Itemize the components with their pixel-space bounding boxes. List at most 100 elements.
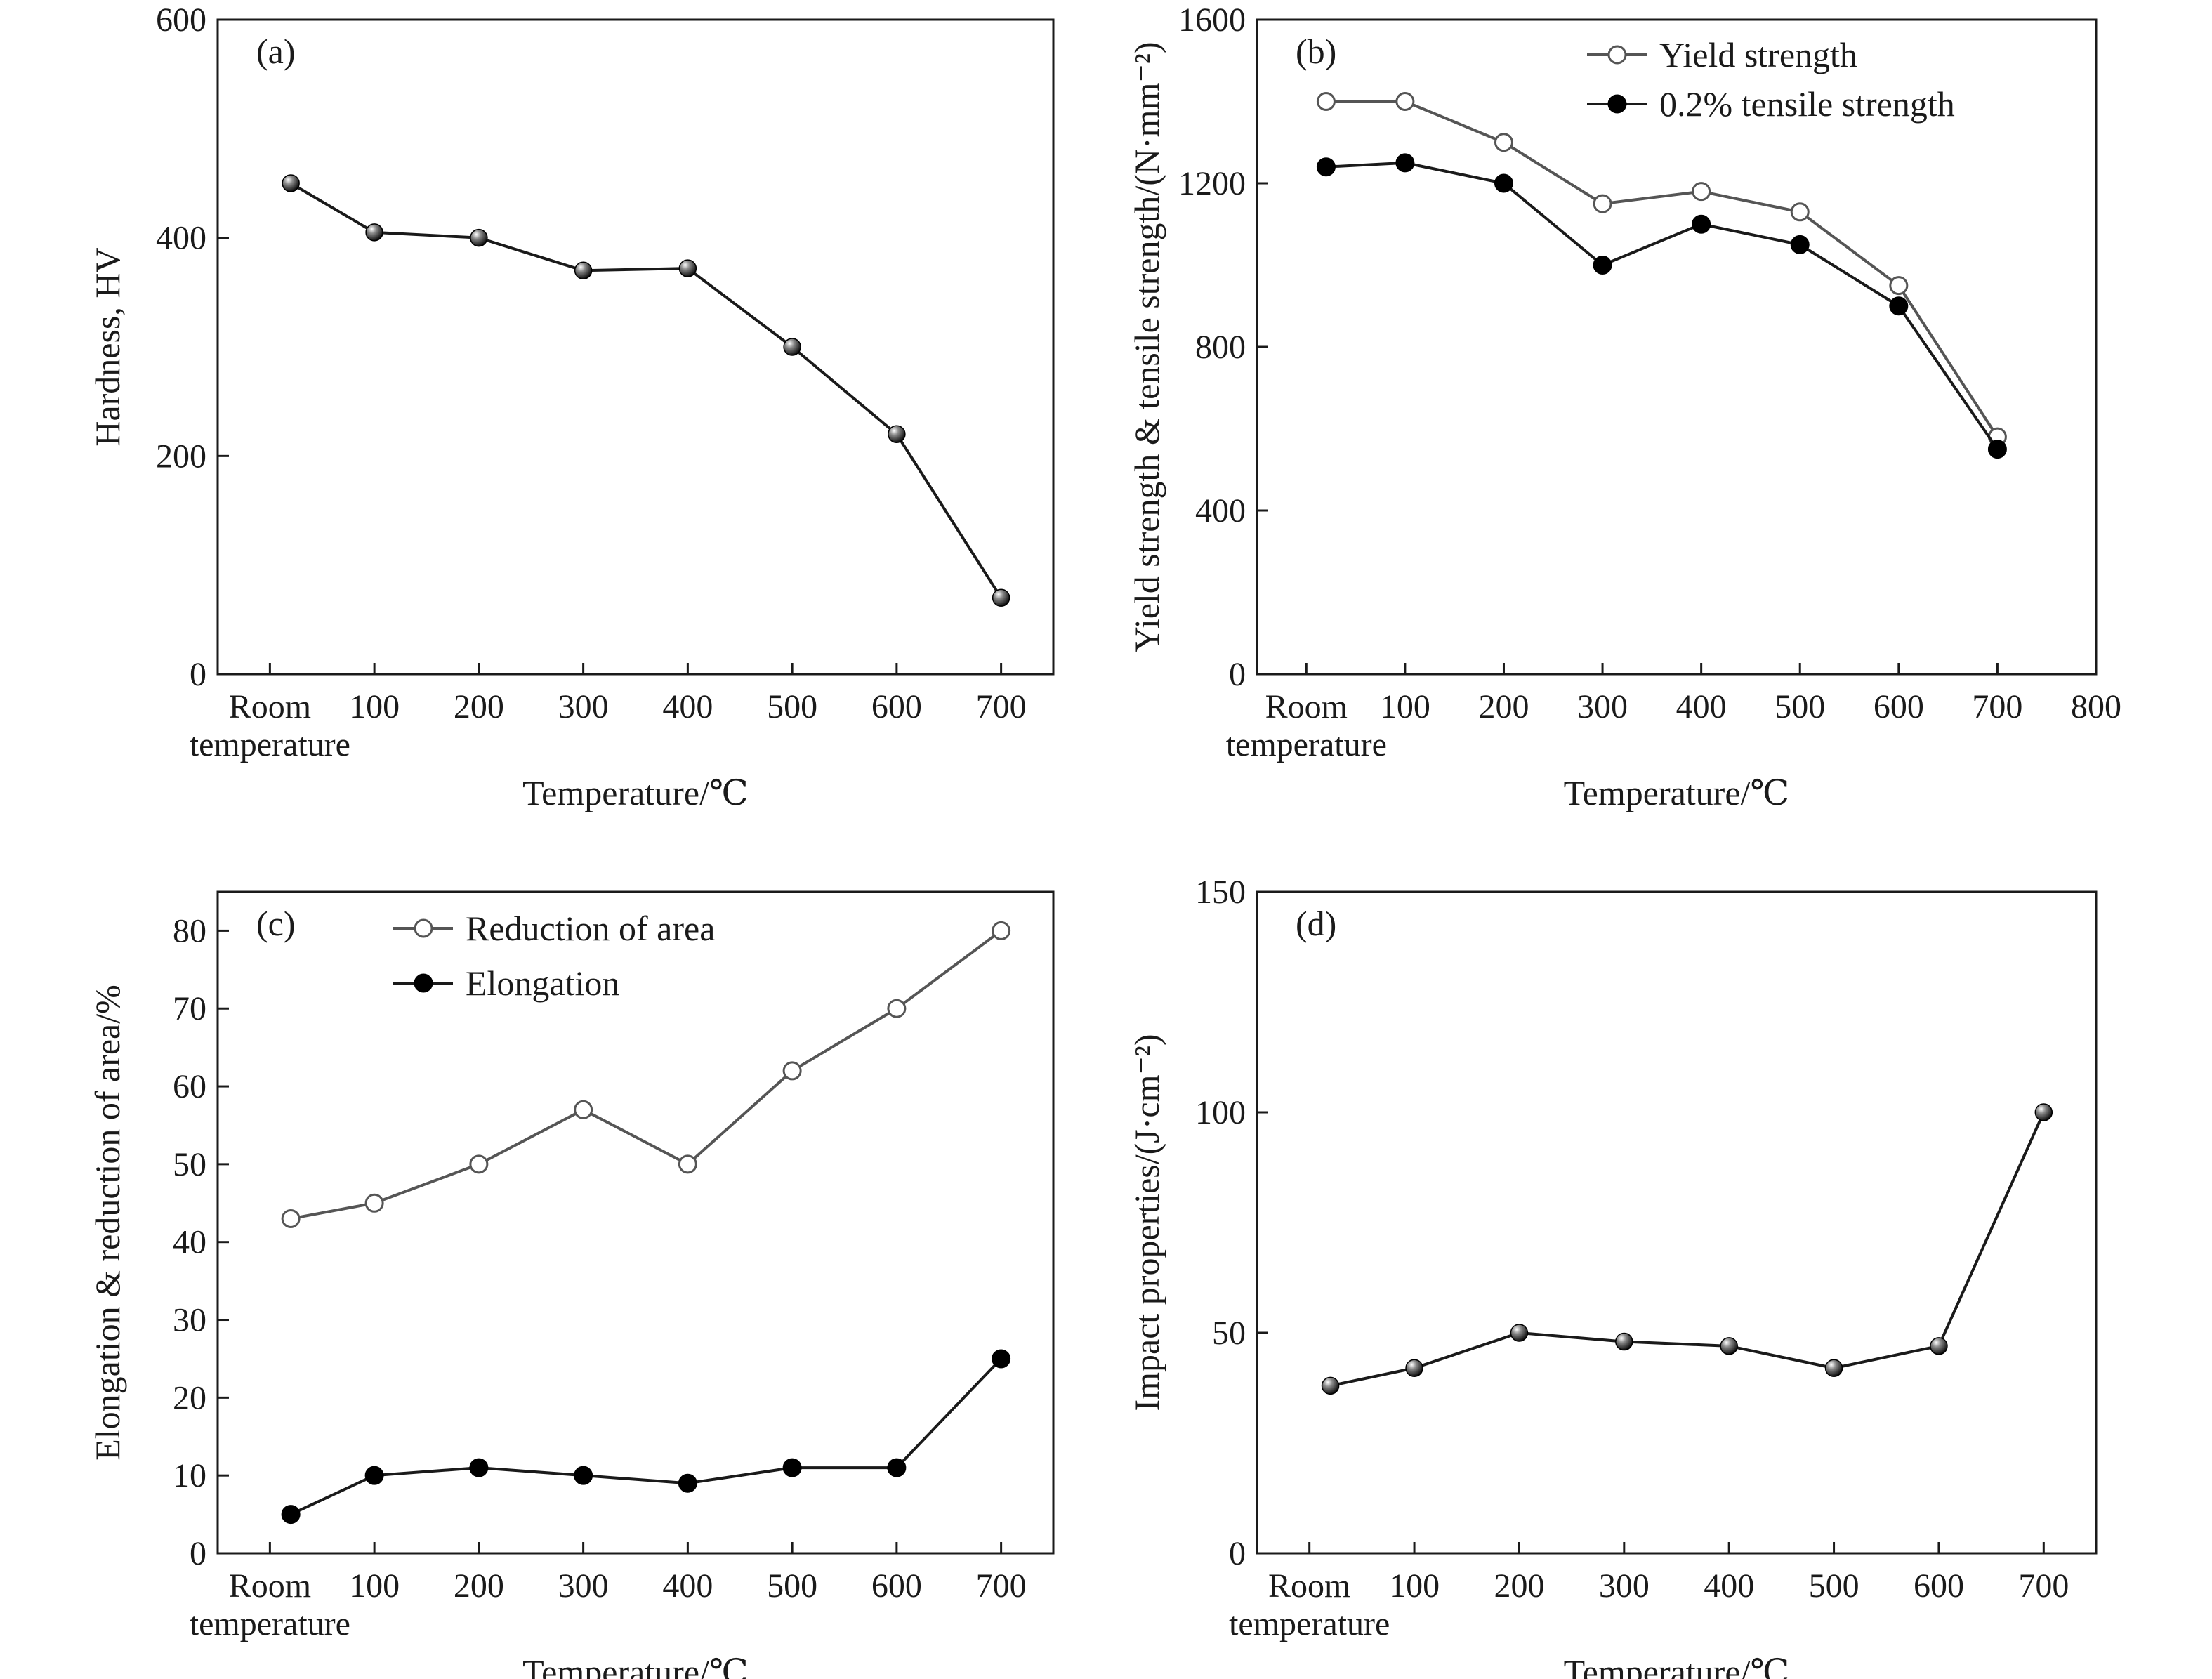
x-tick-label: 400 — [1704, 1567, 1754, 1605]
data-point — [887, 999, 907, 1018]
data-point — [887, 1458, 907, 1477]
legend-marker — [414, 918, 433, 938]
legend-label: 0.2% tensile strength — [1659, 84, 1955, 124]
x-tick-label: 500 — [767, 688, 817, 725]
plot-frame — [1256, 890, 2098, 1555]
y-tick-label: 0 — [190, 656, 206, 693]
data-point — [1692, 182, 1711, 202]
data-point — [1824, 1359, 1843, 1377]
data-point — [1987, 440, 2007, 459]
data-point — [1316, 157, 1336, 177]
data-point — [782, 1458, 802, 1477]
data-point — [992, 921, 1011, 940]
series-0-2-tensile-strength — [1316, 153, 2007, 459]
data-point — [365, 223, 383, 242]
data-point — [1405, 1359, 1423, 1377]
data-point — [1692, 214, 1711, 234]
panel-label: (a) — [256, 32, 296, 71]
legend-label: Elongation — [466, 963, 619, 1003]
x-tick-label-line2: temperature — [1229, 1605, 1390, 1642]
data-point — [1615, 1332, 1633, 1351]
data-point — [469, 1154, 489, 1174]
data-point — [1494, 133, 1513, 152]
data-point — [678, 1154, 697, 1174]
x-tick-label-line2: temperature — [190, 726, 350, 763]
y-tick-label: 30 — [173, 1302, 206, 1339]
y-tick-label: 10 — [173, 1457, 206, 1494]
y-tick-label: 70 — [173, 990, 206, 1027]
series-line — [290, 1357, 1003, 1516]
data-point — [1395, 153, 1415, 173]
y-tick-label: 40 — [173, 1224, 206, 1261]
y-tick-label: 400 — [1195, 492, 1246, 529]
x-tick-label-line2: temperature — [1226, 726, 1387, 763]
y-tick-label: 60 — [173, 1068, 206, 1105]
y-tick-label: 1200 — [1178, 165, 1246, 202]
data-point — [782, 1061, 802, 1081]
x-tick-label: 500 — [767, 1567, 817, 1605]
panel-label: (b) — [1296, 32, 1336, 71]
data-point — [281, 1505, 301, 1525]
y-tick-label: 150 — [1195, 874, 1246, 911]
x-tick-label: Room — [1265, 688, 1348, 725]
legend-label: Yield strength — [1659, 35, 1857, 74]
x-tick-label: 200 — [454, 1567, 504, 1605]
data-point — [1790, 235, 1810, 254]
y-axis-label: Elongation & reduction of area/% — [88, 985, 127, 1461]
series-reduction-of-area — [281, 921, 1011, 1228]
y-tick-label: 0 — [190, 1535, 206, 1572]
y-tick-label: 50 — [1212, 1315, 1246, 1352]
data-point — [364, 1193, 384, 1213]
legend-label: Reduction of area — [466, 909, 715, 948]
x-tick-label: 100 — [349, 1567, 400, 1605]
x-tick-label: 200 — [454, 688, 504, 725]
y-axis-label: Hardness, HV — [88, 247, 127, 446]
data-point — [678, 1473, 697, 1493]
data-point — [992, 588, 1010, 607]
x-axis-label: Temperature/℃ — [522, 773, 749, 812]
x-tick-label: 700 — [1972, 688, 2022, 725]
data-point — [1494, 173, 1513, 193]
y-tick-label: 600 — [156, 1, 206, 39]
y-tick-label: 0 — [1229, 1535, 1246, 1572]
data-point — [470, 228, 488, 247]
y-tick-label: 80 — [173, 912, 206, 949]
data-point — [2034, 1103, 2053, 1121]
panel-label: (c) — [256, 904, 296, 943]
series-line — [282, 174, 1010, 607]
legend-marker — [1607, 94, 1627, 114]
x-tick-label: 500 — [1775, 688, 1825, 725]
x-tick-label: 100 — [349, 688, 400, 725]
y-tick-label: 400 — [156, 220, 206, 257]
series-line — [1326, 100, 1999, 438]
x-tick-label: 600 — [871, 1567, 922, 1605]
series-line — [1326, 161, 1999, 450]
y-tick-label: 20 — [173, 1379, 206, 1416]
data-point — [364, 1466, 384, 1485]
x-tick-label: 400 — [1676, 688, 1727, 725]
data-point — [574, 1100, 593, 1119]
x-tick-label: 500 — [1809, 1567, 1859, 1605]
x-tick-label-line2: temperature — [190, 1605, 350, 1642]
plot-frame — [216, 890, 1055, 1555]
data-point — [282, 174, 300, 192]
x-tick-label: 700 — [976, 688, 1027, 725]
data-point — [1889, 276, 1909, 296]
x-tick-label: 300 — [1599, 1567, 1650, 1605]
x-axis-label: Temperature/℃ — [1564, 773, 1790, 812]
legend: Reduction of area Elongation — [393, 909, 715, 1003]
legend-marker — [1607, 45, 1627, 65]
x-tick-label: 600 — [1874, 688, 1924, 725]
x-axis-label: Temperature/℃ — [1564, 1652, 1790, 1679]
data-point — [783, 338, 801, 356]
data-point — [1593, 194, 1612, 213]
x-tick-label: 600 — [871, 688, 922, 725]
series-line — [290, 929, 1002, 1220]
x-tick-label: 200 — [1494, 1567, 1544, 1605]
x-tick-label: 200 — [1478, 688, 1529, 725]
data-point — [1321, 1376, 1340, 1395]
plot-frame — [216, 18, 1055, 676]
